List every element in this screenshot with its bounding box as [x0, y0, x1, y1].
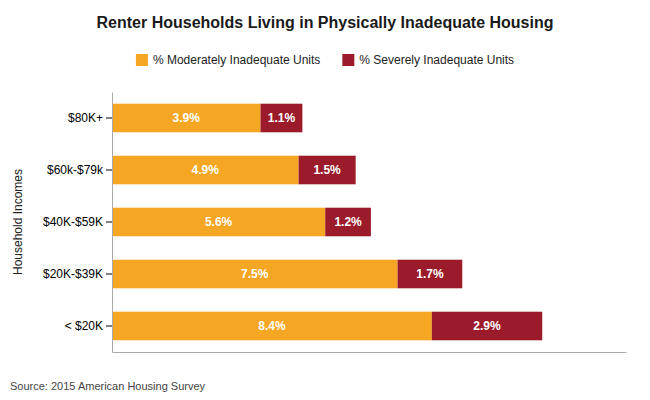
data-label: 1.1%	[268, 111, 296, 125]
data-label: 2.9%	[473, 319, 501, 333]
data-label: 1.7%	[416, 267, 444, 281]
chart: Renter Households Living in Physically I…	[0, 0, 650, 400]
y-tick: $60k-$79k	[47, 163, 112, 177]
legend-label: % Moderately Inadequate Units	[153, 53, 320, 67]
bar	[398, 260, 463, 289]
data-labels: 8.4% 7.5% 5.6% 4.9% 3.9% 2.9% 1.7% 1.2% 1.5% 1.1%	[173, 111, 501, 333]
y-tick-mark	[106, 326, 112, 327]
y-axis: < $20K $20K-$39K $40K-$59K $60k-$79k $80K+	[43, 93, 113, 353]
x-axis-line	[113, 352, 627, 353]
annotation: Source: 2015 American Housing Survey	[10, 380, 206, 392]
bar	[112, 312, 432, 341]
data-label: 1.5%	[313, 163, 341, 177]
y-tick: $40K-$59K	[43, 215, 112, 229]
data-label: 5.6%	[205, 215, 233, 229]
y-tick: < $20K	[65, 319, 112, 333]
title: Renter Households Living in Physically I…	[97, 14, 554, 31]
legend-item: % Severely Inadequate Units	[342, 53, 514, 67]
x-axis	[113, 352, 627, 353]
bar	[299, 156, 356, 185]
y-tick-label: $40K-$59K	[43, 215, 103, 229]
bar	[325, 208, 371, 237]
y-tick-label: $20K-$39K	[43, 267, 103, 281]
bar	[112, 260, 398, 289]
bar	[112, 156, 299, 185]
y-tick: $80K+	[68, 111, 112, 125]
legend: % Moderately Inadequate Units % Severely …	[136, 53, 514, 67]
data-label: 3.9%	[173, 111, 201, 125]
bar	[112, 104, 260, 133]
y-tick-mark	[106, 118, 112, 119]
y-tick-label: $60k-$79k	[47, 163, 104, 177]
y-tick-mark	[106, 222, 112, 223]
legend-swatch	[136, 54, 148, 66]
y-tick-mark	[106, 170, 112, 171]
legend-swatch	[342, 54, 354, 66]
y-axis-line	[112, 93, 113, 353]
bars	[112, 104, 542, 341]
y-tick-label: $80K+	[68, 111, 103, 125]
bar	[112, 208, 325, 237]
data-label: 1.2%	[334, 215, 362, 229]
bar	[260, 104, 302, 133]
y-tick: $20K-$39K	[43, 267, 112, 281]
y-tick-mark	[106, 274, 112, 275]
data-label: 7.5%	[241, 267, 269, 281]
data-label: 8.4%	[258, 319, 286, 333]
y-axis-title: Household Incomes	[11, 169, 25, 275]
bar	[432, 312, 542, 341]
legend-item: % Moderately Inadequate Units	[136, 53, 320, 67]
data-label: 4.9%	[192, 163, 220, 177]
legend-label: % Severely Inadequate Units	[359, 53, 514, 67]
y-tick-label: < $20K	[65, 319, 103, 333]
